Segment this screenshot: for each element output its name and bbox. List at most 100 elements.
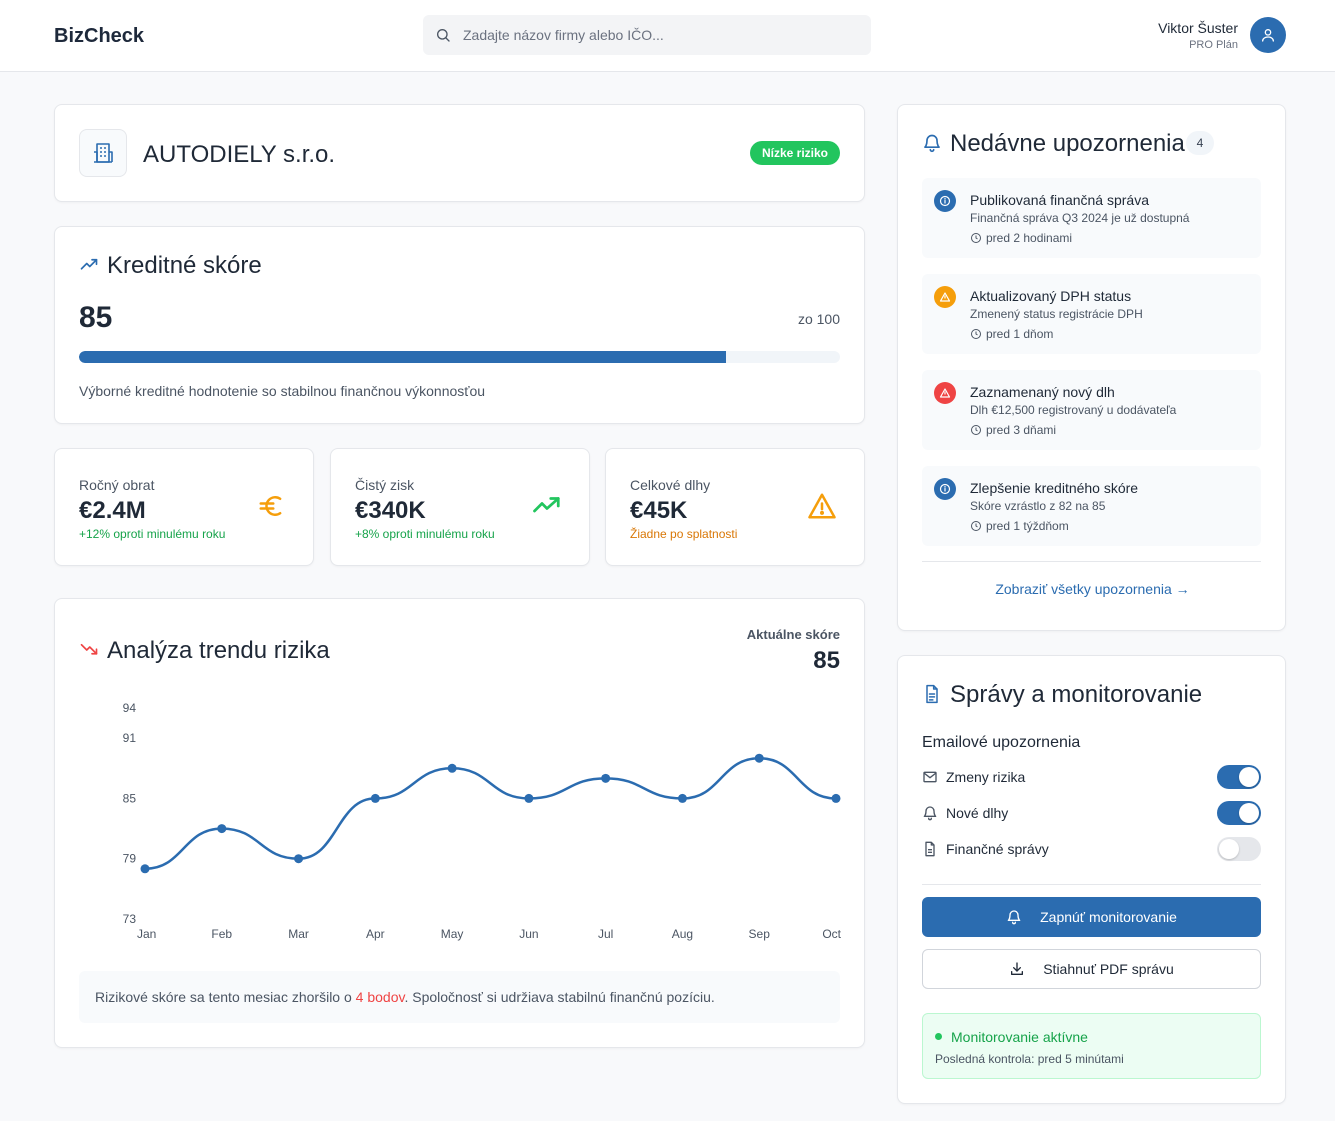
alert-time-text: pred 2 hodinami [986,231,1073,245]
enable-monitoring-button[interactable]: Zapnúť monitorovanie [922,897,1261,937]
alert-item[interactable]: Zlepšenie kreditného skóre Skóre vzrástl… [922,466,1261,546]
info-icon [934,478,956,500]
monitoring-status-subtitle: Posledná kontrola: pred 5 minútami [935,1052,1124,1066]
credit-score-progress-fill [79,351,726,363]
data-point[interactable] [140,864,150,874]
risk-trend-title: Analýza trendu rizika [107,637,330,664]
trending-down-icon [80,643,98,655]
data-point[interactable] [831,793,841,803]
data-point[interactable] [524,793,534,803]
company-logo [79,129,127,177]
warning-icon [934,286,956,308]
data-point[interactable] [677,793,687,803]
status-dot [935,1033,942,1040]
alert-item[interactable]: Aktualizovaný DPH status Zmenený status … [922,274,1261,354]
alert-description: Skóre vzrástlo z 82 na 85 [970,499,1106,513]
stat-label: Celkové dlhy [630,477,711,493]
divider [922,561,1261,562]
alert-item[interactable]: Zaznamenaný nový dlh Dlh €12,500 registr… [922,370,1261,450]
y-tick-label: 85 [123,791,137,805]
data-point[interactable] [601,773,611,783]
x-tick-label: Apr [366,927,385,941]
credit-score-card: Kreditné skóre 85 zo 100 Výborné kreditn… [54,226,865,424]
euro-icon [259,496,282,516]
button-label: Zapnúť monitorovanie [1040,909,1177,925]
stat-card-debts: Celkové dlhy €45K Žiadne po splatnosti [605,448,865,566]
bell-icon [923,806,937,821]
download-pdf-button[interactable]: Stiahnuť PDF správu [922,949,1261,989]
bell-icon [924,134,940,153]
credit-score-value: 85 [79,301,113,334]
risk-trend-card: Analýza trendu rizika Aktuálne skóre 85 … [54,598,865,1048]
toggle-label: Finančné správy [946,841,1049,857]
danger-icon [934,382,956,404]
toggle-label: Zmeny rizika [946,769,1026,785]
alerts-card: Nedávne upozornenia 4 Publikovaná finanč… [897,104,1286,631]
x-tick-label: Jul [598,927,613,941]
alert-title: Aktualizovaný DPH status [970,288,1132,304]
alert-time: pred 3 dňami [970,423,1056,437]
stat-label: Ročný obrat [79,477,155,493]
alert-item[interactable]: Publikovaná finančná správa Finančná spr… [922,178,1261,258]
alerts-title: Nedávne upozornenia [950,130,1185,157]
y-tick-label: 79 [123,852,137,866]
risk-trend-chart: 73 79 85 91 94 Jan Feb Mar Apr May Jun Jul Aug Sep Oct [123,701,842,941]
stat-value: €45K [630,497,688,524]
divider [922,884,1261,885]
credit-score-title: Kreditné skóre [107,252,262,279]
toggle-row-new-debts: Nové dlhy [922,801,1261,825]
stat-value: €340K [355,497,426,524]
new-debts-toggle[interactable] [1217,801,1261,825]
reports-card: Správy a monitorovanie Emailové upozorne… [897,655,1286,1104]
credit-score-description: Výborné kreditné hodnotenie so stabilnou… [79,383,486,399]
data-point[interactable] [754,753,764,763]
risk-changes-toggle[interactable] [1217,765,1261,789]
clock-icon [971,425,981,435]
toggle-row-financial-reports: Finančné správy [922,837,1261,861]
download-icon [1011,962,1024,975]
alert-title: Zlepšenie kreditného skóre [970,480,1139,496]
alert-time: pred 1 týždňom [970,519,1069,533]
data-point[interactable] [217,824,227,834]
avatar[interactable] [1250,17,1286,53]
view-all-alerts-link[interactable]: Zobraziť všetky upozornenia → [995,581,1190,597]
x-tick-label: Mar [288,927,309,941]
search-input[interactable] [463,15,863,55]
series-line [144,756,837,871]
credit-score-max: zo 100 [797,311,840,327]
trending-up-icon [533,497,560,513]
x-tick-label: Feb [211,927,232,941]
stat-note: Žiadne po splatnosti [630,527,738,541]
note-highlight: 4 bodov [355,989,405,1005]
note-text: Rizikové skóre sa tento mesiac zhoršilo … [95,989,356,1005]
alert-time: pred 1 dňom [970,327,1053,341]
note-text: . Spoločnosť si udržiava stabilnú finanč… [404,989,715,1005]
stat-value: €2.4M [79,497,146,524]
app-logo[interactable]: BizCheck [54,25,145,47]
monitoring-status: Monitorovanie aktívne Posledná kontrola:… [922,1013,1261,1079]
company-card: AUTODIELY s.r.o. Nízke riziko [54,104,865,202]
stat-note: +8% oproti minulému roku [355,527,495,541]
search-icon [437,29,450,42]
x-tick-label: Sep [749,927,771,941]
financial-reports-toggle[interactable] [1217,837,1261,861]
data-point[interactable] [447,763,457,773]
current-score-label: Aktuálne skóre [746,627,840,642]
data-point[interactable] [294,854,304,864]
search-bar[interactable] [423,15,871,55]
x-tick-label: Aug [672,927,693,941]
data-point[interactable] [370,793,380,803]
toggle-knob [1219,839,1239,859]
x-tick-label: Jun [519,927,538,941]
trending-up-icon [80,258,98,270]
stat-note: +12% oproti minulému roku [79,527,226,541]
button-label: Stiahnuť PDF správu [1043,961,1174,977]
alert-description: Dlh €12,500 registrovaný u dodávateľa [970,403,1177,417]
top-header: BizCheck Viktor Šuster PRO Plán [0,0,1335,72]
toggle-row-risk-changes: Zmeny rizika [922,765,1261,789]
user-plan: PRO Plán [1189,39,1238,51]
alerts-count-badge: 4 [1186,131,1214,155]
warning-icon [808,493,836,519]
risk-badge: Nízke riziko [749,141,840,165]
mail-icon [923,771,937,783]
